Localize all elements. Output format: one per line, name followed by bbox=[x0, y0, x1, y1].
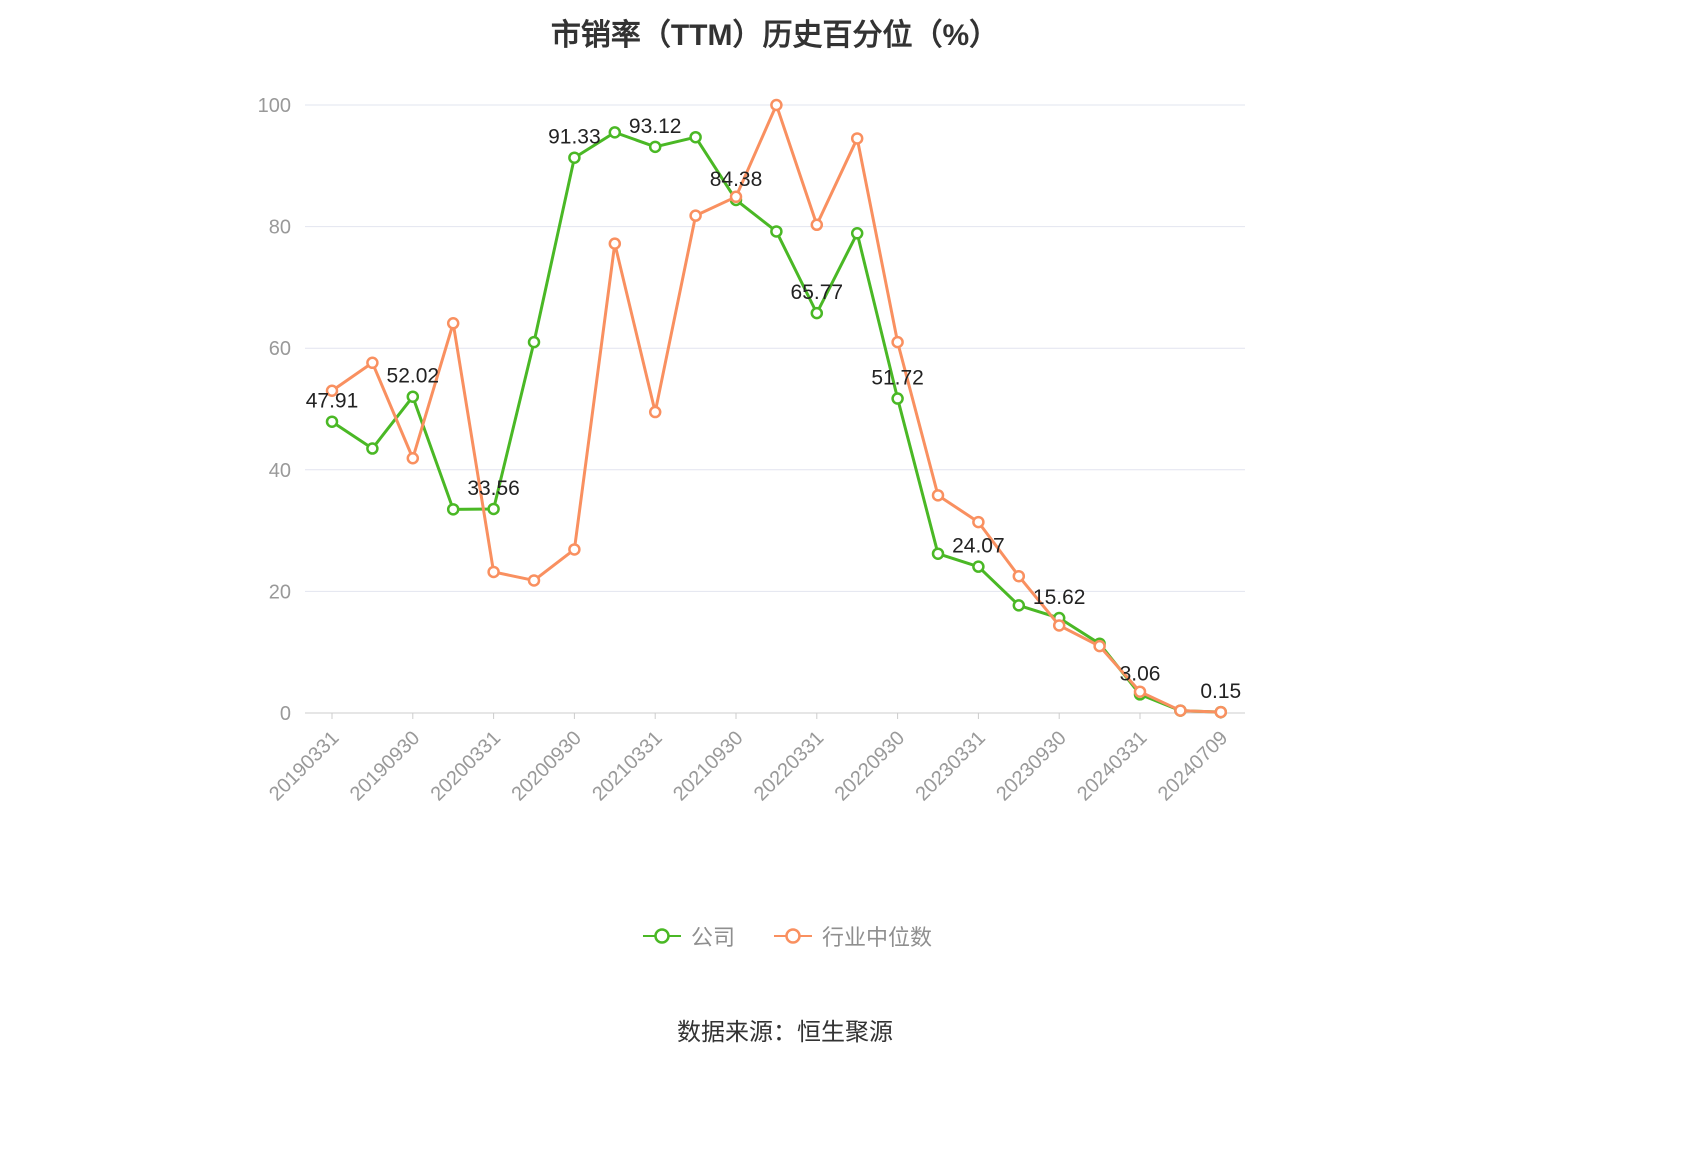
data-point-marker bbox=[689, 209, 702, 222]
data-point-marker bbox=[568, 543, 581, 556]
data-point-marker bbox=[1174, 704, 1187, 717]
data-point-marker bbox=[972, 560, 985, 573]
data-point-marker bbox=[1093, 639, 1106, 653]
data-point-marker bbox=[648, 405, 662, 419]
y-tick-label: 40 bbox=[269, 460, 291, 482]
data-point-marker bbox=[850, 132, 864, 145]
data-point-marker bbox=[1052, 619, 1066, 632]
value-label: 47.91 bbox=[306, 390, 359, 413]
data-point-marker bbox=[810, 218, 824, 232]
value-label: 0.15 bbox=[1200, 680, 1241, 703]
value-label: 51.72 bbox=[871, 367, 924, 390]
data-point-marker bbox=[366, 442, 379, 455]
data-point-marker bbox=[810, 306, 824, 320]
x-tick-label: 20190331 bbox=[265, 727, 343, 805]
value-label: 15.62 bbox=[1033, 586, 1086, 609]
x-tick-label: 20220331 bbox=[750, 727, 828, 805]
x-tick-label: 20200331 bbox=[427, 727, 505, 805]
data-point-marker bbox=[850, 227, 864, 240]
legend: 公司 行业中位数 bbox=[642, 920, 932, 952]
legend-item-company[interactable]: 公司 bbox=[642, 920, 735, 952]
legend-label-company: 公司 bbox=[690, 925, 735, 950]
x-tick-label: 20210331 bbox=[588, 727, 666, 805]
legend-label-industry-median: 行业中位数 bbox=[822, 925, 933, 950]
x-tick-label: 20200930 bbox=[507, 727, 585, 805]
data-point-marker bbox=[325, 415, 339, 428]
data-point-marker bbox=[770, 225, 783, 238]
data-point-marker bbox=[406, 451, 420, 465]
y-axis-labels: 0 20 40 60 80 100 bbox=[258, 95, 291, 725]
data-point-marker bbox=[406, 390, 420, 403]
data-point-marker bbox=[446, 317, 460, 330]
industry-median-series bbox=[325, 98, 1228, 719]
x-tick-label: 20240331 bbox=[1073, 727, 1151, 805]
y-tick-label: 0 bbox=[280, 703, 291, 725]
data-point-marker bbox=[366, 356, 379, 370]
data-point-marker bbox=[931, 489, 945, 502]
data-point-marker bbox=[487, 565, 500, 579]
value-label: 93.12 bbox=[629, 115, 682, 138]
x-tick-label: 20210930 bbox=[669, 727, 747, 805]
data-point-marker bbox=[648, 140, 662, 154]
data-point-marker bbox=[1012, 569, 1026, 583]
data-point-marker bbox=[446, 503, 460, 516]
data-point-marker bbox=[568, 151, 581, 164]
data-point-marker bbox=[689, 130, 702, 144]
series-line bbox=[330, 130, 1223, 714]
chart-title: 市销率（TTM）历史百分位（%） bbox=[550, 19, 1000, 52]
value-label: 3.06 bbox=[1120, 662, 1161, 685]
data-point-marker bbox=[972, 515, 985, 529]
x-tick-label: 20190930 bbox=[346, 727, 424, 805]
data-point-marker bbox=[1012, 599, 1026, 612]
value-label: 24.07 bbox=[952, 535, 1005, 558]
value-label: 91.33 bbox=[548, 126, 601, 149]
data-point-marker bbox=[325, 384, 339, 398]
data-point-marker bbox=[729, 190, 743, 204]
data-point-marker bbox=[527, 574, 541, 587]
data-point-marker bbox=[770, 98, 783, 112]
data-point-marker bbox=[931, 547, 945, 560]
x-tick-label: 20220930 bbox=[831, 727, 909, 805]
legend-item-industry-median[interactable]: 行业中位数 bbox=[773, 920, 932, 952]
data-point-marker bbox=[608, 126, 622, 139]
company-series bbox=[325, 126, 1228, 719]
value-label: 84.38 bbox=[710, 168, 763, 191]
data-point-marker bbox=[527, 335, 541, 349]
value-label: 52.02 bbox=[387, 365, 440, 388]
x-tick-label: 20230331 bbox=[911, 727, 989, 805]
value-labels: 47.91 52.02 33.56 91.33 93.12 84.38 65.77 51.72… bbox=[306, 115, 1242, 703]
data-point-marker bbox=[1214, 705, 1228, 719]
industry-median-legend-marker-icon bbox=[774, 928, 812, 944]
y-tick-label: 80 bbox=[269, 217, 291, 239]
x-tick-label: 20230930 bbox=[992, 727, 1070, 805]
y-tick-label: 100 bbox=[258, 95, 291, 117]
data-point-marker bbox=[891, 335, 904, 349]
x-tick-label: 20240709 bbox=[1154, 727, 1232, 805]
data-source-note: 数据来源：恒生聚源 bbox=[677, 1019, 893, 1046]
company-legend-marker-icon bbox=[642, 928, 681, 944]
x-axis: 20190331 20190930 20200331 20200930 20210331… bbox=[265, 712, 1245, 805]
value-label: 33.56 bbox=[467, 477, 520, 500]
data-point-marker bbox=[1133, 685, 1147, 698]
data-point-marker bbox=[891, 392, 904, 405]
data-point-marker bbox=[487, 502, 500, 516]
value-label: 65.77 bbox=[791, 281, 844, 304]
series-line bbox=[330, 103, 1223, 714]
y-tick-label: 60 bbox=[269, 338, 291, 360]
y-tick-label: 20 bbox=[269, 581, 291, 603]
data-point-marker bbox=[608, 237, 622, 250]
